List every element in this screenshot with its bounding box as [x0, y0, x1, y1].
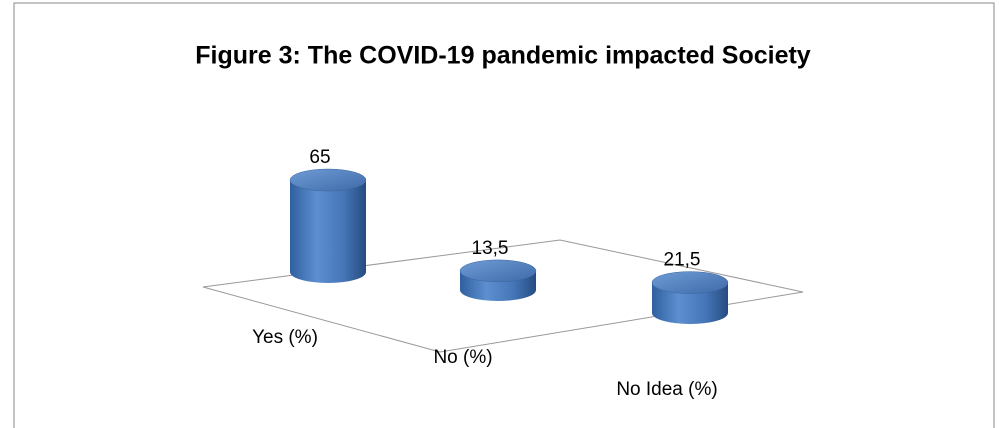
data-label: 21,5 [664, 250, 701, 271]
x-tick-label: No Idea (%) [616, 379, 717, 400]
cylinder-top [289, 168, 367, 192]
x-tick-label: Yes (%) [252, 327, 318, 348]
cylinder [290, 180, 366, 283]
floor [202, 239, 804, 353]
chart-title: Figure 3: The COVID-19 pandemic impacted… [195, 42, 811, 70]
data-label: 65 [309, 147, 330, 168]
cylinder-top [651, 271, 729, 294]
chart-border [13, 2, 995, 428]
x-tick-label: No (%) [433, 347, 492, 368]
data-label: 13,5 [472, 238, 509, 259]
cylinder [652, 282, 728, 324]
cylinder-top [459, 259, 537, 283]
